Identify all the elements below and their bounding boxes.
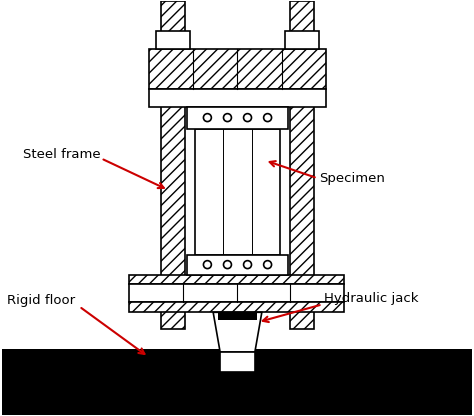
Bar xyxy=(155,31,191,49)
Text: Specimen: Specimen xyxy=(319,172,385,185)
Bar xyxy=(218,312,257,320)
Bar xyxy=(285,31,319,49)
Bar xyxy=(195,129,280,255)
Bar xyxy=(225,372,250,380)
Bar xyxy=(187,106,288,129)
Bar xyxy=(1,349,473,415)
Bar xyxy=(220,352,255,372)
Bar xyxy=(129,285,344,302)
Polygon shape xyxy=(213,312,262,352)
Bar xyxy=(290,1,314,329)
Bar xyxy=(148,49,327,89)
Bar xyxy=(129,302,344,312)
Text: Rigid floor: Rigid floor xyxy=(7,295,75,307)
Bar xyxy=(148,89,327,106)
Text: Hydraulic jack: Hydraulic jack xyxy=(324,292,419,305)
Bar xyxy=(129,275,344,285)
Bar xyxy=(161,1,185,329)
Text: Steel frame: Steel frame xyxy=(23,149,101,161)
Bar xyxy=(187,255,288,275)
